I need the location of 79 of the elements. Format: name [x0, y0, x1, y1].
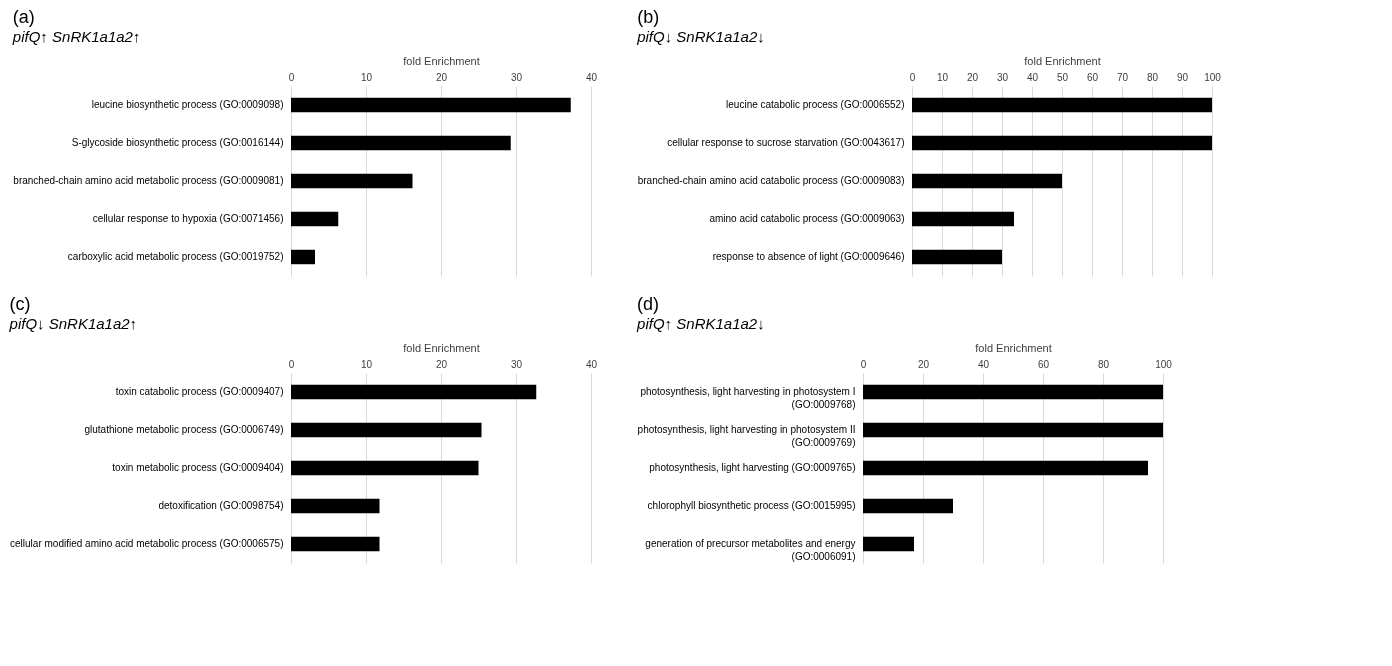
bar — [912, 173, 1062, 189]
x-tick-label: 30 — [996, 71, 1009, 83]
text: (b) — [637, 7, 660, 27]
x-tick-label: 10 — [936, 71, 949, 83]
x-tick-label: 20 — [966, 71, 979, 83]
y-tick-label: cellular modified amino acid metabolic process (GO:0006575) — [10, 538, 284, 549]
y-tick-label: leucine catabolic process (GO:0006552) — [726, 99, 905, 110]
x-tick-label: 80 — [1146, 71, 1159, 83]
x-tick-label: 0 — [909, 71, 916, 83]
x-tick-label: 100 — [1204, 71, 1222, 83]
x-axis-title: fold Enrichment — [975, 341, 1052, 354]
y-tick-label: cellular response to sucrose starvation (GO:0043617) — [667, 137, 905, 148]
x-tick-label: 70 — [1116, 71, 1129, 83]
text: pifQ↓ SnRK1a1a2↓ — [636, 28, 765, 45]
y-tick-label: branched-chain amino acid catabolic process (GO:0009083) — [637, 175, 905, 186]
x-tick-label: 30 — [510, 71, 523, 83]
bar — [291, 211, 339, 227]
text: pifQ↑ SnRK1a1a2↑ — [11, 28, 141, 45]
x-tick-label: 10 — [360, 358, 373, 370]
y-tick-label: toxin metabolic process (GO:0009404) — [112, 462, 284, 473]
y-tick-label: photosynthesis, light harvesting (GO:0009765) — [649, 462, 856, 473]
bar — [912, 135, 1212, 151]
x-tick-label: 90 — [1176, 71, 1189, 83]
bar — [291, 422, 482, 438]
x-tick-label: 100 — [1155, 358, 1173, 370]
bar — [291, 135, 511, 151]
x-tick-label: 40 — [1026, 71, 1039, 83]
y-tick-label: S-glycoside biosynthetic process (GO:0016144) — [71, 137, 284, 148]
bar — [291, 536, 380, 552]
bar — [912, 211, 1014, 227]
y-tick-label: leucine biosynthetic process (GO:0009098) — [91, 99, 284, 110]
y-tick-label: cellular response to hypoxia (GO:0071456) — [92, 213, 284, 224]
y-tick-label: photosynthesis, light harvesting in photosystem I (GO:0009768) — [640, 386, 856, 410]
y-tick-label: carboxylic acid metabolic process (GO:0019752) — [67, 251, 284, 262]
bar — [863, 536, 914, 552]
bar — [863, 422, 1163, 438]
y-tick-label: chlorophyll biosynthetic process (GO:0015995) — [647, 500, 856, 511]
x-tick-label: 30 — [510, 358, 523, 370]
y-tick-label: generation of precursor metabolites and energy (GO:0006091) — [645, 538, 856, 562]
text: pifQ↓ SnRK1a1a2↑ — [8, 315, 138, 332]
bar — [863, 460, 1148, 476]
x-axis-title: fold Enrichment — [1024, 54, 1101, 67]
x-tick-label: 40 — [585, 71, 598, 83]
bar — [863, 498, 953, 514]
x-tick-label: 50 — [1056, 71, 1069, 83]
bar — [912, 97, 1212, 113]
x-axis-title: fold Enrichment — [403, 341, 480, 354]
x-tick-label: 40 — [585, 358, 598, 370]
bar — [291, 249, 315, 265]
x-tick-label: 0 — [288, 71, 295, 83]
x-tick-label: 60 — [1037, 358, 1050, 370]
y-tick-label: response to absence of light (GO:0009646) — [712, 251, 905, 262]
bar — [291, 173, 413, 189]
y-tick-label: amino acid catabolic process (GO:0009063) — [709, 213, 905, 224]
x-tick-label: 20 — [435, 71, 448, 83]
x-tick-label: 60 — [1086, 71, 1099, 83]
text: pifQ↑ SnRK1a1a2↓ — [636, 315, 765, 332]
x-tick-label: 0 — [860, 358, 867, 370]
y-tick-label: glutathione metabolic process (GO:0006749) — [84, 424, 284, 435]
y-tick-label: branched-chain amino acid metabolic process (GO:0009081) — [13, 175, 284, 186]
x-tick-label: 20 — [435, 358, 448, 370]
text: (d) — [637, 294, 660, 314]
x-axis-title: fold Enrichment — [403, 54, 480, 67]
bar — [291, 384, 537, 400]
bar — [291, 498, 380, 514]
y-tick-label: toxin catabolic process (GO:0009407) — [115, 386, 284, 397]
x-tick-label: 0 — [288, 358, 295, 370]
y-tick-label: photosynthesis, light harvesting in photosystem II (GO:0009769) — [637, 424, 856, 448]
x-tick-label: 10 — [360, 71, 373, 83]
x-tick-label: 80 — [1097, 358, 1110, 370]
bar — [912, 249, 1002, 265]
text: (a) — [12, 7, 35, 27]
text: (c) — [9, 294, 31, 314]
y-tick-label: detoxification (GO:0098754) — [158, 500, 284, 511]
bar — [291, 97, 571, 113]
x-tick-label: 20 — [917, 358, 930, 370]
bar — [863, 384, 1163, 400]
bar — [291, 460, 479, 476]
x-tick-label: 40 — [977, 358, 990, 370]
